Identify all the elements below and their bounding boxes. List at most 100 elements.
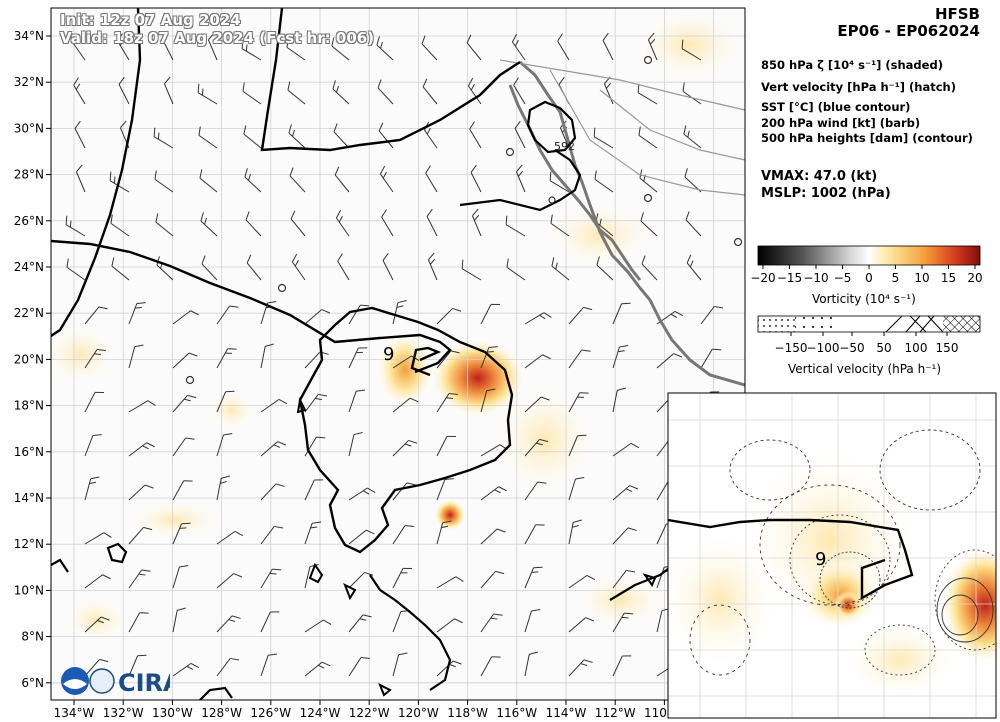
lon-label: 132°W xyxy=(103,706,144,720)
lat-label: 26°N xyxy=(14,214,44,228)
vorticity-tick: −5 xyxy=(834,271,852,285)
wind-barb xyxy=(647,32,658,61)
wind-barb xyxy=(333,123,350,149)
wind-barb xyxy=(612,569,636,589)
wind-barb xyxy=(568,519,582,545)
wind-barb xyxy=(172,437,195,457)
wind-barb xyxy=(200,212,218,237)
wind-barb xyxy=(568,574,596,589)
wind-barb xyxy=(436,393,458,413)
wind-barb xyxy=(568,476,585,501)
wind-barb xyxy=(436,435,456,457)
wind-barb xyxy=(515,164,526,193)
wind-barb xyxy=(461,259,482,281)
wind-barb xyxy=(304,309,331,325)
wind-barb xyxy=(246,254,262,281)
wind-barb xyxy=(436,520,452,545)
velocity-tick: 150 xyxy=(936,341,959,355)
wind-barb xyxy=(216,573,243,589)
vorticity-tick: −15 xyxy=(777,271,802,285)
vorticity-tick: 15 xyxy=(941,271,956,285)
latitude-labels: 34°N 32°N 30°N 28°N 26°N 24°N 22°N 20°N 18°N 16°N… xyxy=(14,29,51,690)
wind-barb xyxy=(348,571,374,589)
wind-barb xyxy=(334,166,350,193)
wind-barb xyxy=(84,658,109,677)
wind-barb xyxy=(612,442,640,457)
lat-label: 6°N xyxy=(21,676,44,690)
wind-barb xyxy=(469,121,482,149)
mslp-stat: MSLP: 1002 (hPa) xyxy=(761,186,891,201)
wind-barb xyxy=(201,255,218,281)
wind-barb xyxy=(216,305,239,325)
wind-barb xyxy=(382,252,394,281)
wind-barb xyxy=(348,431,363,457)
height-contour xyxy=(51,239,452,374)
wind-barb xyxy=(84,306,108,325)
wind-barb xyxy=(207,32,218,61)
wind-barb xyxy=(172,564,189,589)
lat-label: 10°N xyxy=(14,583,44,597)
lat-label: 22°N xyxy=(14,306,44,320)
wind-barb xyxy=(480,303,500,325)
wind-barb xyxy=(392,299,407,325)
vorticity-tick: 20 xyxy=(967,271,982,285)
vorticity-tick: 0 xyxy=(865,271,873,285)
wind-barb xyxy=(260,653,278,677)
wind-barb xyxy=(700,348,722,369)
lat-label: 20°N xyxy=(14,352,44,366)
wind-barb xyxy=(348,529,375,545)
wind-barb xyxy=(513,77,526,105)
wind-barb xyxy=(524,524,545,545)
vorticity-shading xyxy=(51,8,745,645)
wind-barb xyxy=(304,436,326,457)
wind-barb xyxy=(128,442,155,457)
wind-barb xyxy=(471,208,482,237)
velocity-tick: −100 xyxy=(807,341,840,355)
sst-contour xyxy=(298,306,514,554)
wind-barb xyxy=(65,215,86,237)
wind-barbs xyxy=(65,32,728,677)
wind-barb xyxy=(172,607,186,633)
wind-barb xyxy=(550,214,570,237)
velocity-tick: −50 xyxy=(839,341,864,355)
wind-barb xyxy=(216,475,230,501)
wind-barb xyxy=(128,484,154,501)
wind-barb xyxy=(480,346,498,369)
wind-barb xyxy=(612,612,634,633)
wind-barb xyxy=(348,614,372,633)
wind-barb xyxy=(551,257,570,281)
wind-barb xyxy=(524,396,550,413)
wind-barb xyxy=(287,81,306,105)
wind-barb xyxy=(289,167,306,193)
wind-barb xyxy=(172,394,197,413)
lon-label: 122°W xyxy=(349,706,390,720)
wind-barb xyxy=(377,79,394,105)
lat-lon-grid xyxy=(51,8,745,700)
storm-track xyxy=(410,346,442,377)
cira-logo: CIRA xyxy=(61,667,170,697)
wind-barb xyxy=(109,171,130,193)
wind-barb xyxy=(612,485,639,501)
wind-barb xyxy=(216,432,233,457)
wind-barb xyxy=(348,389,366,413)
wind-barb xyxy=(260,568,282,589)
model-name: HFSB xyxy=(934,5,980,23)
wind-barb xyxy=(568,617,595,633)
wind-barb xyxy=(596,256,614,281)
wind-barb xyxy=(348,347,368,369)
wind-barb xyxy=(524,438,549,457)
lat-label: 34°N xyxy=(14,29,44,43)
wind-barb xyxy=(304,521,322,545)
wind-barb xyxy=(392,567,412,589)
wind-barb xyxy=(700,305,724,325)
wind-barb xyxy=(260,483,285,501)
lat-label: 12°N xyxy=(14,537,44,551)
wind-barb xyxy=(392,439,418,457)
wind-barb xyxy=(304,393,328,413)
wind-barb xyxy=(291,253,306,281)
lat-label: 28°N xyxy=(14,168,44,182)
vorticity-label: Vorticity (10⁴ s⁻¹) xyxy=(812,292,916,306)
wind-barb xyxy=(304,479,324,501)
wind-barb xyxy=(568,392,589,413)
wind-barb xyxy=(84,532,112,545)
